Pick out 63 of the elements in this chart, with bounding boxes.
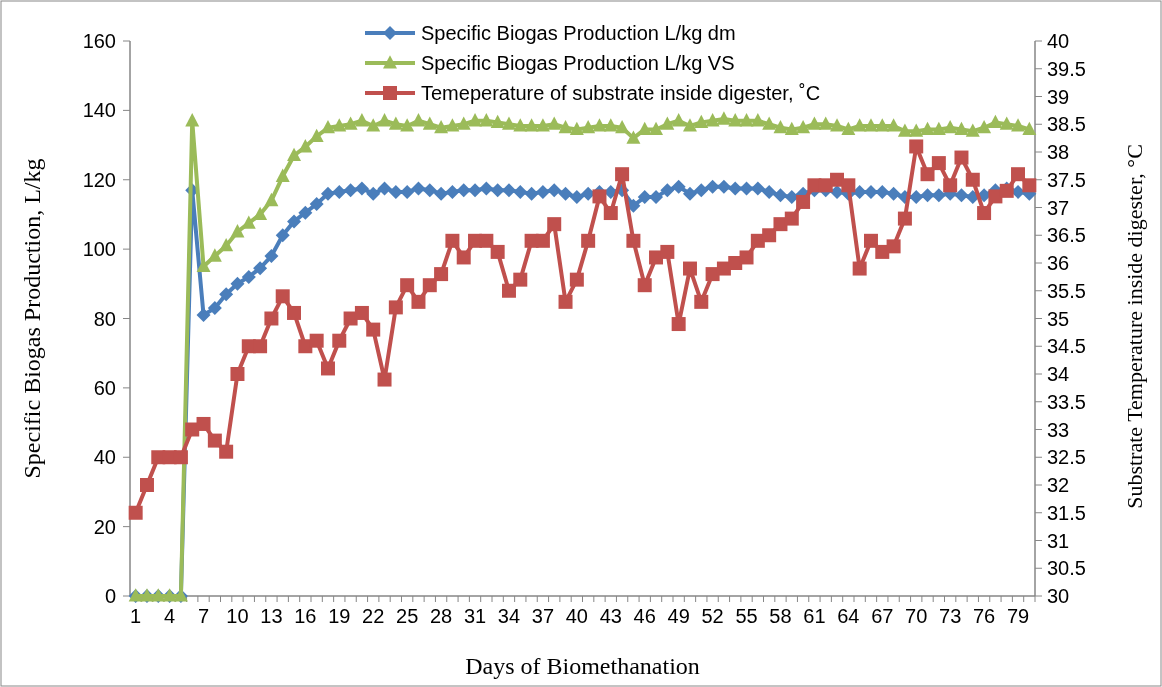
y-tick-label: 40 [93, 446, 116, 469]
y2-tick-label: 35 [1047, 307, 1070, 330]
y2-tick-label: 38.5 [1047, 113, 1086, 136]
x-tick-label: 22 [362, 605, 385, 627]
y-tick-label: 140 [82, 99, 116, 122]
legend-label: Specific Biogas Production L/kg dm [421, 22, 736, 44]
y-axis-title: Specific Biogas Production, L/kg [19, 158, 45, 479]
y2-tick-label: 30 [1047, 585, 1070, 607]
y-tick-label: 20 [93, 515, 116, 538]
x-tick-label: 40 [565, 605, 588, 627]
x-tick-label: 10 [226, 605, 249, 627]
y-tick-label: 80 [93, 307, 116, 330]
y2-tick-label: 32 [1047, 474, 1070, 496]
x-tick-label: 64 [837, 605, 860, 627]
y-tick-label: 0 [104, 585, 116, 607]
x-tick-label: 16 [294, 605, 317, 627]
x-tick-label: 52 [701, 605, 724, 627]
y-tick-label: 60 [93, 376, 116, 399]
x-axis-title: Days of Biomethanation [465, 653, 700, 679]
x-tick-label: 31 [463, 605, 487, 627]
x-tick-label: 58 [769, 605, 792, 627]
y2-tick-label: 31 [1047, 529, 1070, 552]
y2-tick-label: 33 [1047, 418, 1070, 441]
y2-tick-label: 37 [1047, 196, 1070, 219]
x-tick-label: 55 [735, 605, 758, 627]
x-tick-label: 37 [531, 605, 555, 627]
y2-tick-label: 39 [1047, 85, 1070, 108]
x-tick-label: 61 [803, 605, 826, 627]
y2-tick-label: 31.5 [1047, 501, 1086, 524]
x-tick-label: 25 [396, 605, 419, 627]
legend-label: Specific Biogas Production L/kg VS [421, 52, 735, 74]
y2-tick-label: 34 [1047, 363, 1070, 385]
y2-axis-title: Substrate Temperature inside digester, °C [1122, 144, 1147, 509]
x-tick-label: 67 [871, 605, 894, 627]
x-tick-label: 7 [197, 605, 210, 627]
y2-tick-label: 30.5 [1047, 557, 1086, 580]
legend-label: Temeperature of substrate inside digester, ˚C [421, 82, 821, 104]
x-tick-label: 49 [667, 605, 690, 627]
x-tick-label: 13 [260, 605, 283, 627]
x-tick-label: 79 [1006, 605, 1030, 627]
x-tick-label: 1 [130, 605, 142, 627]
x-tick-label: 70 [905, 605, 928, 627]
x-tick-label: 43 [599, 605, 622, 627]
y-tick-label: 100 [82, 238, 116, 261]
x-tick-label: 76 [972, 605, 996, 627]
y2-tick-label: 36 [1047, 252, 1070, 274]
y2-tick-label: 40 [1047, 30, 1070, 52]
y2-tick-label: 37.5 [1047, 168, 1086, 191]
x-tick-label: 34 [497, 605, 521, 627]
x-tick-label: 73 [939, 605, 962, 627]
y-tick-label: 160 [82, 30, 116, 52]
y2-tick-label: 38 [1047, 141, 1070, 163]
y2-tick-label: 32.5 [1047, 446, 1086, 469]
x-tick-label: 4 [164, 605, 176, 627]
y2-tick-label: 35.5 [1047, 279, 1086, 302]
y2-tick-label: 33.5 [1047, 390, 1086, 413]
x-tick-label: 19 [328, 605, 351, 627]
y2-tick-label: 39.5 [1047, 57, 1086, 80]
y2-tick-label: 34.5 [1047, 335, 1086, 358]
x-tick-label: 28 [429, 605, 453, 627]
y-tick-label: 120 [82, 168, 116, 191]
x-tick-label: 46 [633, 605, 656, 627]
y2-tick-label: 36.5 [1047, 224, 1086, 247]
